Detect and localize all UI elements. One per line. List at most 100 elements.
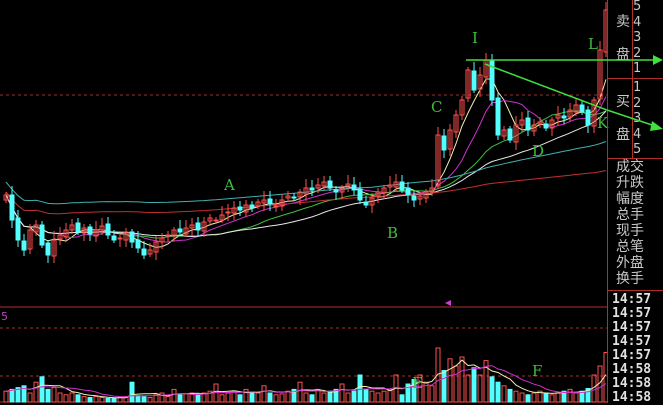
- candle: [177, 228, 183, 233]
- sell-level: 2: [633, 45, 642, 61]
- kline-chart[interactable]: [0, 0, 607, 403]
- candle: [15, 217, 21, 241]
- volume-bar: [477, 374, 483, 403]
- volume-bar: [531, 392, 537, 403]
- candle: [357, 188, 363, 201]
- volume-bar: [399, 394, 405, 403]
- candle: [411, 195, 417, 201]
- volume-bar: [525, 394, 531, 403]
- volume-bar: [489, 376, 495, 403]
- annotation-E: E: [412, 374, 423, 392]
- volume-bar: [33, 381, 39, 403]
- candle: [201, 221, 207, 232]
- candle: [453, 114, 459, 133]
- candle: [549, 119, 555, 129]
- volume-bar: [537, 390, 543, 403]
- volume-bar: [27, 392, 33, 403]
- volume-bar: [555, 392, 561, 403]
- volume-bar: [471, 367, 477, 403]
- volume-bar: [81, 396, 87, 403]
- trade-time: 14:57: [612, 320, 652, 335]
- candle: [375, 191, 381, 197]
- volume-bar: [309, 394, 315, 403]
- candle: [237, 206, 243, 211]
- annotation-D: D: [532, 142, 545, 160]
- candle: [507, 128, 513, 141]
- volume-bar: [3, 390, 9, 403]
- volume-bar: [333, 388, 339, 403]
- candle: [39, 224, 45, 246]
- candle: [447, 129, 453, 150]
- sell-level: 3: [633, 30, 642, 45]
- candle: [75, 222, 81, 233]
- stat-label: 升跌: [616, 175, 644, 191]
- volume-bar: [459, 356, 465, 403]
- annotation-K: K: [597, 114, 609, 132]
- volume-bar: [567, 388, 573, 403]
- candle: [69, 224, 75, 231]
- buy-level: 2: [633, 95, 642, 111]
- annotation-I: I: [472, 29, 478, 47]
- candle: [123, 231, 129, 241]
- volume-bar: [261, 385, 267, 403]
- candle: [57, 234, 63, 240]
- volume-bar: [201, 392, 207, 403]
- candle: [573, 104, 579, 113]
- volume-bar: [39, 376, 45, 403]
- sell-level: 4: [633, 14, 642, 30]
- candle: [525, 117, 531, 131]
- volume-bar: [321, 392, 327, 403]
- volume-bar: [513, 390, 519, 403]
- volume-bar: [327, 390, 333, 403]
- candle: [345, 183, 351, 187]
- volume-bar: [225, 392, 231, 403]
- stat-label: 成交: [616, 159, 644, 175]
- stat-label: 总手: [616, 207, 644, 223]
- candle: [309, 187, 315, 191]
- volume-bar: [519, 392, 525, 403]
- candle: [153, 241, 159, 253]
- volume-bar: [501, 385, 507, 403]
- ma-line-120: [5, 170, 607, 215]
- buy-level: 5: [633, 142, 642, 157]
- volume-bar: [195, 394, 201, 403]
- buy-level: 1: [633, 80, 642, 95]
- candle: [51, 239, 57, 257]
- volume-bar: [585, 388, 591, 403]
- volume-bar: [573, 392, 579, 403]
- volume-bar: [153, 394, 159, 403]
- volume-bar: [165, 396, 171, 403]
- candle: [195, 222, 201, 231]
- candle: [99, 225, 105, 231]
- volume-bar: [45, 388, 51, 403]
- volume-bar: [357, 374, 363, 403]
- candle: [603, 9, 607, 53]
- candle: [405, 187, 411, 196]
- candle: [183, 227, 189, 235]
- candle: [207, 217, 213, 222]
- volume-bar: [381, 390, 387, 403]
- candle: [63, 229, 69, 238]
- marker-icon: [445, 300, 451, 306]
- candle: [423, 191, 429, 199]
- annotation-C: C: [431, 98, 443, 116]
- volume-bar: [405, 383, 411, 403]
- candle: [9, 194, 15, 221]
- candle: [87, 226, 93, 235]
- volume-bar: [273, 394, 279, 403]
- candle: [243, 204, 249, 213]
- volume-bar: [339, 383, 345, 403]
- candle: [273, 205, 279, 208]
- candle: [339, 187, 345, 193]
- volume-bar: [69, 392, 75, 403]
- candle: [297, 191, 303, 198]
- candle: [363, 201, 369, 206]
- annotation-A: A: [224, 176, 235, 194]
- candle: [285, 195, 291, 199]
- candle: [393, 181, 399, 188]
- volume-bar: [417, 374, 423, 403]
- trend-line: [484, 63, 607, 111]
- candle: [189, 224, 195, 229]
- candle: [513, 124, 519, 143]
- candle: [213, 219, 219, 222]
